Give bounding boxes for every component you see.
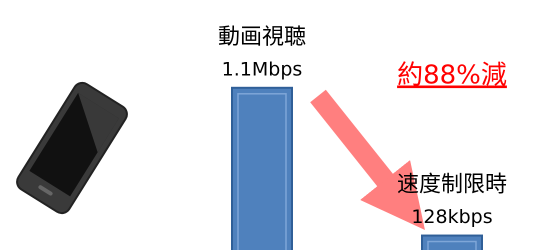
decrease-arrow [318,96,405,205]
chart: 約88%減 1.1Mbps 動画視聴 128kbps 速度制限時 [0,0,535,250]
bar [232,88,292,250]
bar [422,236,482,250]
category-label: 速度制限時 [397,173,507,198]
annotation: 約88%減 [397,61,507,91]
value-label: 1.1Mbps [222,58,303,80]
phone-icon [14,80,131,217]
value-label: 128kbps [411,206,492,228]
category-label: 動画視聴 [218,25,306,50]
